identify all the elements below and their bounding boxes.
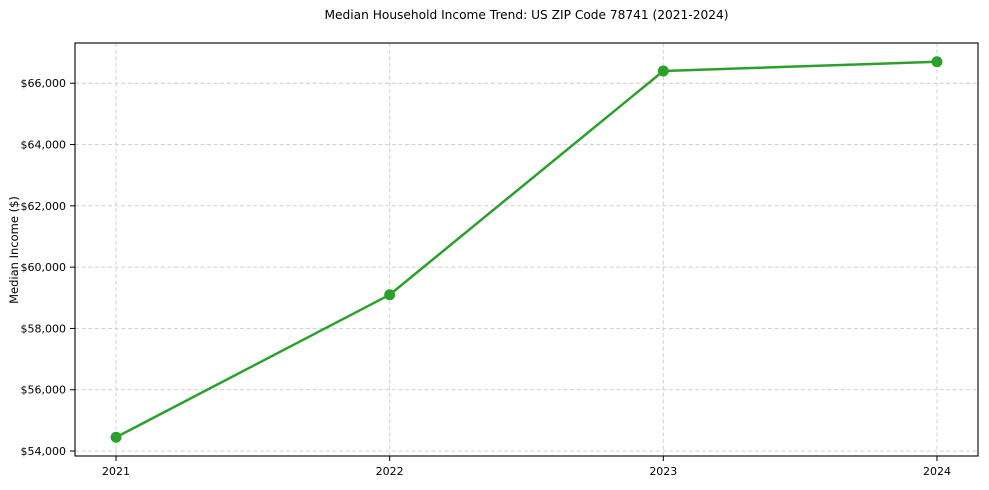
x-tick-label: 2021 — [102, 465, 130, 478]
chart-title: Median Household Income Trend: US ZIP Co… — [324, 8, 729, 22]
y-tick-label: $56,000 — [21, 384, 67, 397]
data-point-2022 — [384, 289, 396, 301]
y-tick-label: $54,000 — [21, 445, 67, 458]
x-tick-label: 2023 — [649, 465, 677, 478]
y-tick-label: $64,000 — [21, 139, 67, 152]
y-tick-label: $62,000 — [21, 200, 67, 213]
x-tick-label: 2024 — [923, 465, 951, 478]
y-tick-label: $66,000 — [21, 77, 67, 90]
y-tick-label: $60,000 — [21, 261, 67, 274]
trend-line — [114, 60, 939, 439]
axes-frame — [74, 42, 979, 457]
data-point-2021 — [110, 431, 122, 443]
data-point-2024 — [931, 56, 943, 68]
data-point-2023 — [657, 65, 669, 77]
x-tick-label: 2022 — [376, 465, 404, 478]
y-tick-label: $58,000 — [21, 322, 67, 335]
